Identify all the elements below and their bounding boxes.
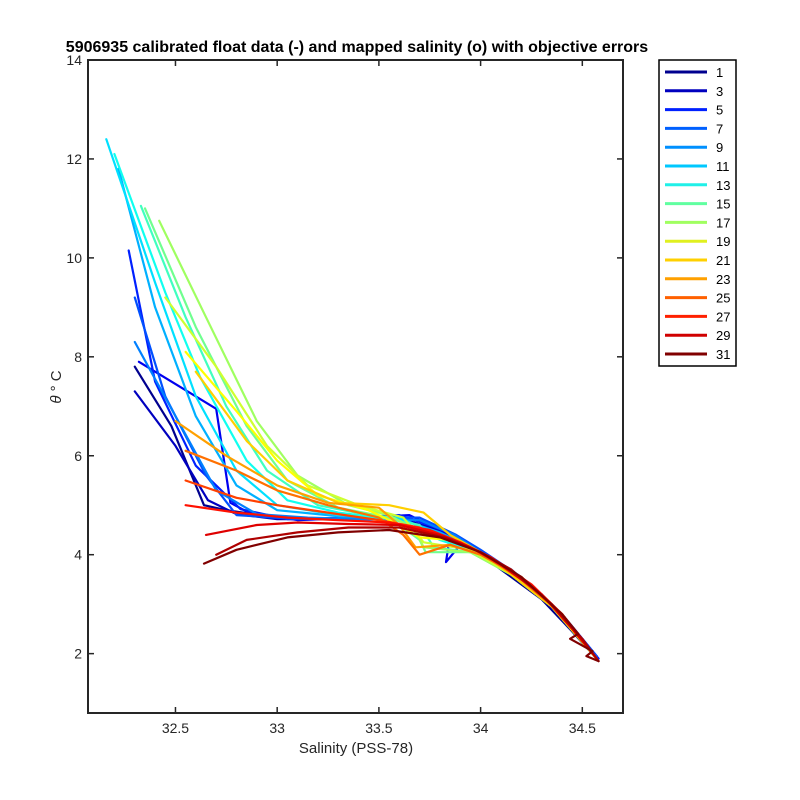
series-line-43 <box>202 528 600 663</box>
legend-label-9: 9 <box>716 140 723 155</box>
y-tick-label: 12 <box>66 151 82 167</box>
y-axis-label: θ ° C <box>48 370 65 403</box>
y-tick-label: 6 <box>74 448 82 464</box>
x-tick-label: 34 <box>473 720 489 736</box>
y-tick-label: 14 <box>66 52 82 68</box>
y-axis-unit: ° C <box>48 370 65 391</box>
legend-label-25: 25 <box>716 291 730 306</box>
plot-area: 32.5 33 33.5 34 34.5 2 4 6 8 10 12 14 <box>66 52 624 736</box>
x-tick-label: 34.5 <box>569 720 596 736</box>
y-tick-label: 2 <box>74 646 82 662</box>
legend-label-17: 17 <box>716 215 730 230</box>
legend-label-15: 15 <box>716 197 730 212</box>
plot-frame <box>87 59 624 714</box>
legend-label-23: 23 <box>716 272 730 287</box>
series-lines <box>105 138 600 663</box>
chart-title: 5906935 calibrated float data (-) and ma… <box>66 39 648 56</box>
plot-background <box>88 60 623 713</box>
series-line-29 <box>194 370 598 660</box>
y-axis-symbol: θ <box>48 395 65 403</box>
legend-label-29: 29 <box>716 328 730 343</box>
legend-label-11: 11 <box>716 159 730 174</box>
y-tick-label: 8 <box>74 349 82 365</box>
legend-label-3: 3 <box>716 84 723 99</box>
y-tick-label: 10 <box>66 250 82 266</box>
legend-label-13: 13 <box>716 178 730 193</box>
x-tick-label: 33 <box>269 720 285 736</box>
x-axis-label: Salinity (PSS-78) <box>299 740 413 757</box>
legend-label-31: 31 <box>716 347 730 362</box>
legend-label-1: 1 <box>716 65 723 80</box>
legend-label-7: 7 <box>716 121 723 136</box>
legend-label-21: 21 <box>716 253 730 268</box>
y-tick-label: 4 <box>74 547 82 563</box>
axis-ticks: 32.5 33 33.5 34 34.5 2 4 6 8 10 12 14 <box>66 52 623 736</box>
legend-label-19: 19 <box>716 234 730 249</box>
legend-label-5: 5 <box>716 103 723 118</box>
x-tick-label: 33.5 <box>365 720 392 736</box>
legend-label-27: 27 <box>716 309 730 324</box>
x-tick-label: 32.5 <box>162 720 189 736</box>
